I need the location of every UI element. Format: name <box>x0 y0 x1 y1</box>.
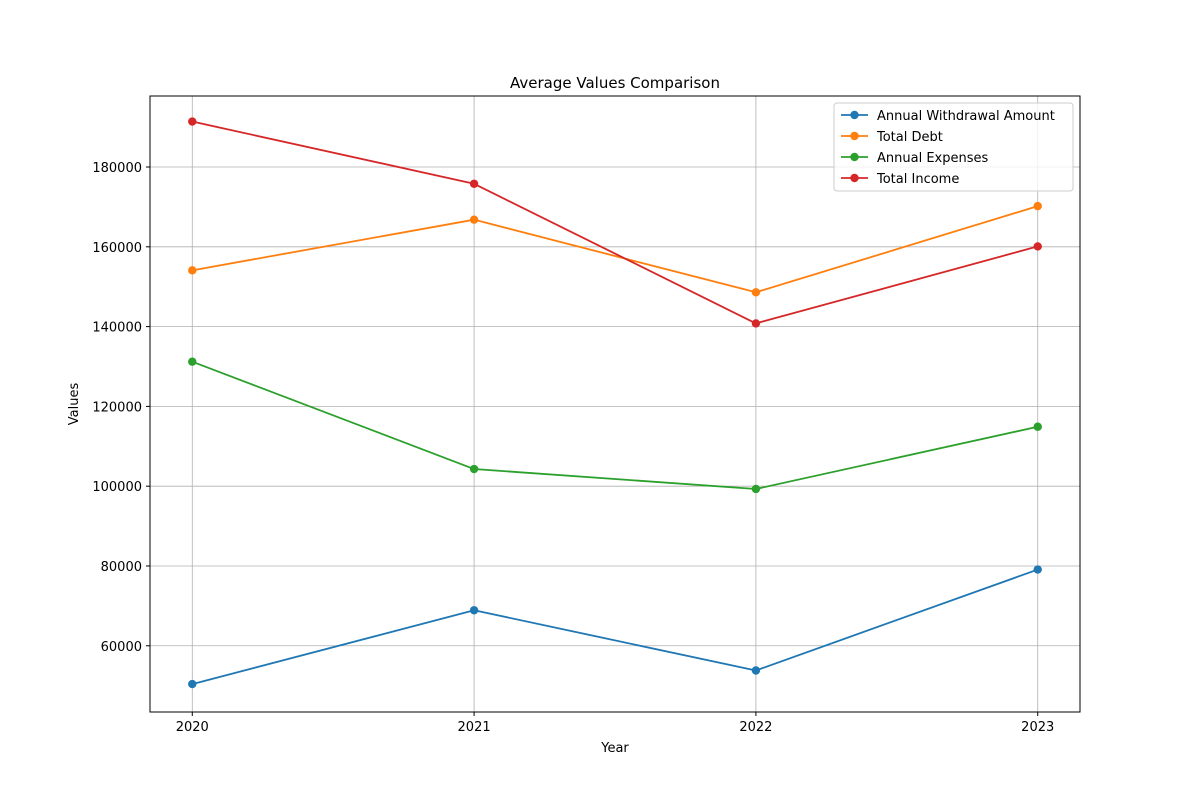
x-tick-label: 2021 <box>458 720 491 735</box>
legend-label-total-debt: Total Debt <box>876 130 943 145</box>
legend: Annual Withdrawal Amount Total Debt Annual… <box>833 102 1074 192</box>
data-point-total-debt <box>1033 201 1042 211</box>
x-tick-label: 2020 <box>176 720 209 735</box>
legend-marker-total-income <box>850 173 859 183</box>
data-point-annual-expenses <box>1033 422 1042 431</box>
plot-area-frame <box>149 95 1081 713</box>
data-point-total-debt <box>188 266 197 275</box>
data-point-annual-withdrawal-amount <box>751 666 761 675</box>
y-tick-label: 100000 <box>92 480 142 495</box>
legend-marker-annual-withdrawal-amount <box>850 110 859 120</box>
data-point-total-income <box>1033 242 1042 251</box>
series-line-annual-expenses <box>191 360 1038 490</box>
legend-marker-total-debt <box>850 131 859 141</box>
y-tick-label: 140000 <box>92 321 142 336</box>
data-point-annual-withdrawal-amount <box>1033 565 1042 574</box>
legend-label-annual-withdrawal-amount: Annual Withdrawal Amount <box>877 109 1055 124</box>
data-point-total-income <box>469 179 479 188</box>
y-axis-label: Values <box>67 383 82 426</box>
data-point-annual-expenses <box>751 484 761 494</box>
data-point-total-debt <box>751 288 761 297</box>
data-point-total-income <box>188 117 197 126</box>
chart-title: Average Values Comparison <box>510 74 720 92</box>
series-line-annual-withdrawal-amount <box>192 568 1039 685</box>
data-point-annual-withdrawal-amount <box>469 606 479 615</box>
y-tick-label: 80000 <box>101 560 142 575</box>
data-point-total-debt <box>469 215 479 224</box>
data-point-total-income <box>751 319 761 328</box>
data-point-annual-expenses <box>188 357 197 366</box>
data-point-annual-withdrawal-amount <box>188 679 197 689</box>
axis-ticks: 2020 2021 2022 2023 60000 80000 100000 120000 14… <box>92 161 1054 735</box>
x-tick-label: 2023 <box>1021 720 1054 735</box>
y-tick-label: 160000 <box>92 241 142 256</box>
series-line-total-debt <box>192 205 1038 294</box>
x-tick-label: 2022 <box>739 720 772 735</box>
legend-box <box>833 102 1074 192</box>
legend-label-total-income: Total Income <box>876 172 959 187</box>
y-tick-label: 180000 <box>92 161 142 176</box>
y-tick-label: 60000 <box>101 640 142 655</box>
data-point-annual-expenses <box>469 464 479 474</box>
legend-label-annual-expenses: Annual Expenses <box>877 151 988 166</box>
x-axis-label: Year <box>600 741 629 756</box>
series-line-total-income <box>192 120 1038 325</box>
y-tick-label: 120000 <box>92 400 142 415</box>
series-lines <box>188 117 1042 689</box>
legend-marker-annual-expenses <box>850 152 859 162</box>
